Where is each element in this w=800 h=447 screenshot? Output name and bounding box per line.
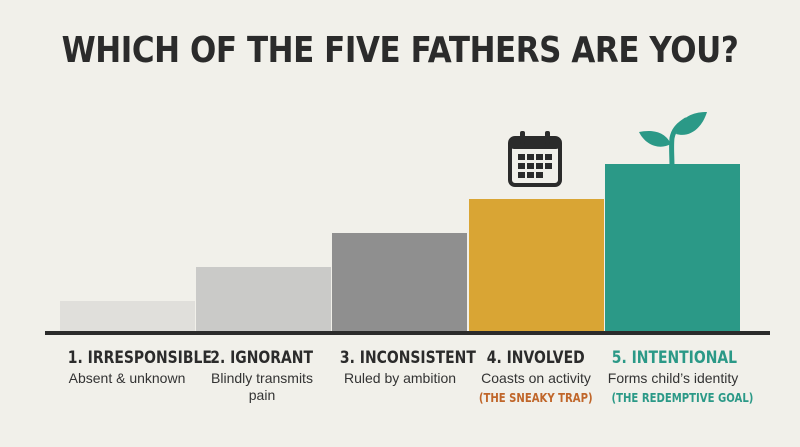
father-irresponsible: 1. IRRESPONSIBLE Absent & unknown: [52, 348, 212, 387]
father-label: 1. IRRESPONSIBLE: [67, 348, 212, 368]
sneaky-trap-note: (THE SNEAKY TRAP): [479, 391, 593, 405]
father-inconsistent: 3. INCONSISTENT Ruled by ambition: [325, 348, 476, 387]
step-ignorant: [196, 267, 331, 331]
father-label: 3. INCONSISTENT: [339, 348, 476, 368]
father-ignorant: 2. IGNORANT Blindly transmits pain: [187, 348, 337, 404]
father-description: Absent & unknown: [68, 370, 186, 386]
father-label: 2. IGNORANT: [210, 348, 314, 368]
step-inconsistent: [332, 233, 467, 331]
step-irresponsible: [60, 301, 195, 331]
father-involved: 4. INVOLVED Coasts on activity (THE SNEA…: [461, 348, 611, 406]
calendar-icon: [508, 131, 562, 187]
father-label: 4. INVOLVED: [487, 348, 585, 368]
baseline: [45, 331, 770, 335]
father-label: 5. INTENTIONAL: [611, 348, 738, 368]
sprout-icon: [639, 112, 707, 168]
father-description: Blindly transmits pain: [211, 370, 313, 403]
father-description: Ruled by ambition: [343, 370, 457, 386]
father-intentional: 5. INTENTIONAL Forms child’s identity (T…: [598, 348, 754, 406]
redemptive-goal-note: (THE REDEMPTIVE GOAL): [611, 391, 754, 405]
father-description: Coasts on activity: [481, 370, 591, 386]
step-involved: [469, 199, 604, 331]
page-title: WHICH OF THE FIVE FATHERS ARE YOU?: [61, 30, 739, 71]
step-intentional: [605, 164, 740, 331]
father-description: Forms child’s identity: [607, 370, 739, 386]
